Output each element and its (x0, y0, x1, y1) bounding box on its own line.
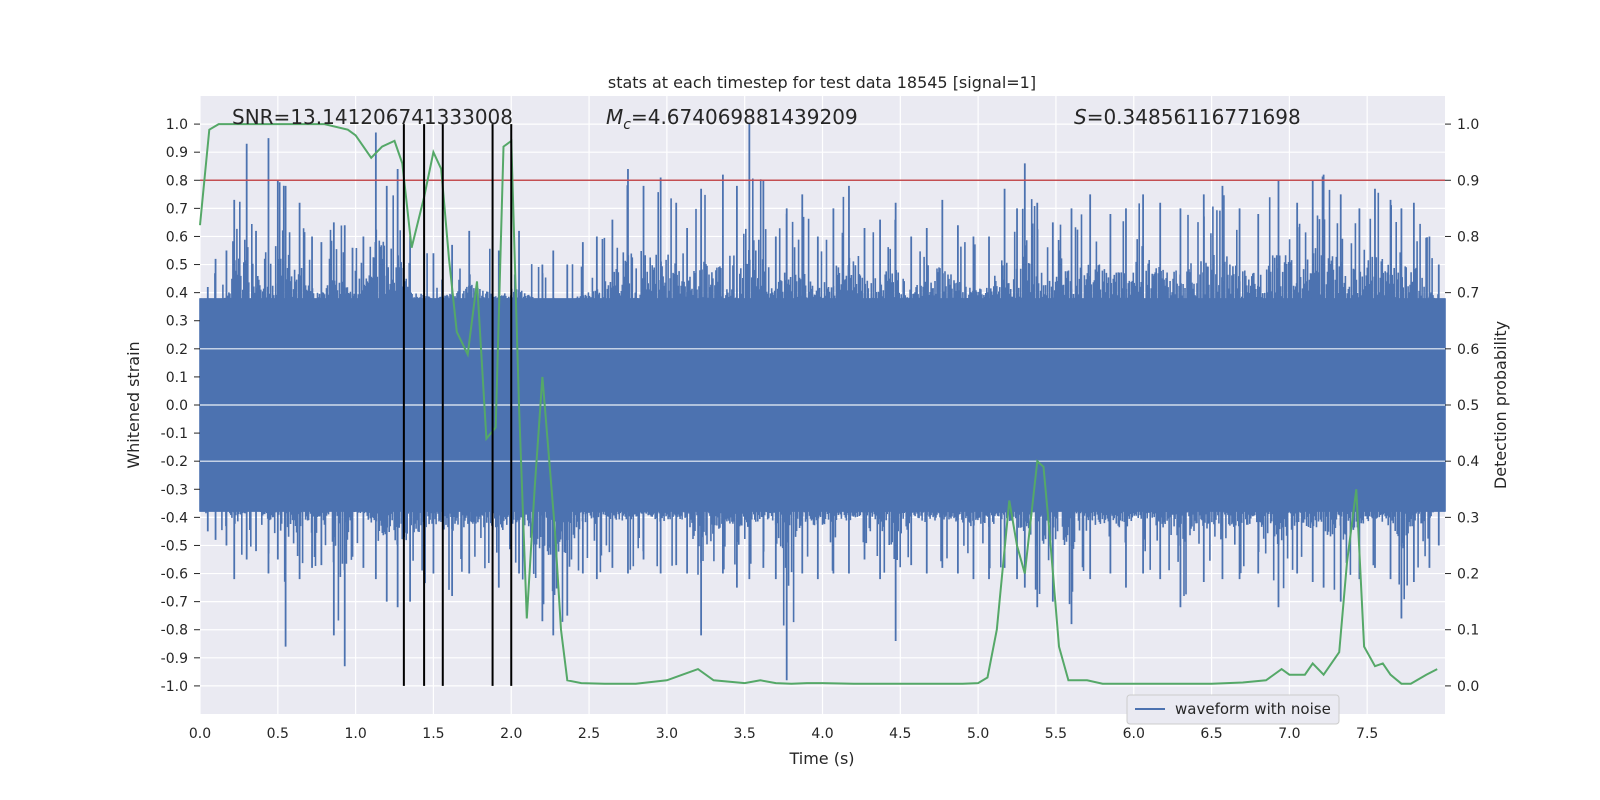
y2-tick-label: 0.6 (1457, 342, 1479, 358)
y-tick-label: -0.9 (161, 651, 188, 667)
y2-tick-label: 0.2 (1457, 567, 1479, 583)
y-axis-label: Whitened strain (124, 341, 143, 468)
y2-tick-label: 0.5 (1457, 398, 1479, 414)
x-tick-label: 5.0 (967, 726, 989, 742)
snr-prefix: SNR= (232, 105, 290, 129)
y-tick-label: -0.7 (161, 595, 188, 611)
x-tick-label: 6.0 (1123, 726, 1145, 742)
y-tick-label: 0.1 (166, 370, 188, 386)
y-tick-label: 0.2 (166, 342, 188, 358)
y2-axis-label: Detection probability (1491, 321, 1510, 489)
x-tick-label: 0.0 (189, 726, 211, 742)
y2-tick-label: 0.3 (1457, 510, 1479, 526)
snr-value: 13.141206741333008 (290, 105, 513, 129)
legend: waveform with noise (1126, 694, 1340, 725)
probability-line (199, 123, 1438, 685)
x-tick-label: 6.5 (1200, 726, 1222, 742)
vertical-markers (402, 124, 513, 686)
y2-tick-label: 0.0 (1457, 679, 1479, 695)
y-tick-label: 1.0 (166, 117, 188, 133)
y2-tick-label: 0.1 (1457, 623, 1479, 639)
mc-value: =4.674069881439209 (631, 105, 858, 129)
x-tick-label: 2.5 (578, 726, 600, 742)
s-value: =0.34856116771698 (1087, 105, 1301, 129)
x-tick-label: 3.5 (734, 726, 756, 742)
mc-subscript: c (623, 117, 631, 133)
x-tick-label: 0.5 (267, 726, 289, 742)
s-symbol: S (1074, 105, 1087, 129)
y2-tick-label: 1.0 (1457, 117, 1479, 133)
x-tick-label: 5.5 (1045, 726, 1067, 742)
y-axis-ticks: 1.0 0.9 0.8 0.7 0.6 0.5 0.4 0.3 0.2 0.1 0.0 -0.1 -0.… (161, 117, 200, 695)
y-tick-label: 0.3 (166, 314, 188, 330)
y2-axis-ticks: 1.0 0.9 0.8 0.7 0.6 0.5 0.4 0.3 0.2 0.1 0.0 (1445, 117, 1479, 695)
x-tick-label: 7.5 (1356, 726, 1378, 742)
y2-tick-label: 0.7 (1457, 286, 1479, 302)
y-tick-label: -0.5 (161, 538, 188, 554)
x-tick-label: 4.5 (889, 726, 911, 742)
y-tick-label: 0.9 (166, 145, 188, 161)
y-tick-label: 0.4 (166, 286, 188, 302)
chirp-mass-annotation: Mc=4.674069881439209 (606, 105, 858, 133)
legend-label: waveform with noise (1175, 700, 1331, 718)
y2-tick-label: 0.8 (1457, 229, 1479, 245)
x-tick-label: 1.5 (422, 726, 444, 742)
y-tick-label: 0.7 (166, 201, 188, 217)
y-tick-label: 0.0 (166, 398, 188, 414)
chart-title: stats at each timestep for test data 185… (608, 73, 1036, 92)
y-tick-label: -0.3 (161, 482, 188, 498)
y-tick-label: -0.2 (161, 454, 188, 470)
y-tick-label: 0.8 (166, 173, 188, 189)
y-tick-label: 0.5 (166, 258, 188, 274)
mc-symbol: M (606, 105, 623, 129)
x-axis-label: Time (s) (788, 749, 854, 768)
probability-series (199, 123, 1445, 685)
x-tick-label: 7.0 (1278, 726, 1300, 742)
waveform-series (199, 124, 1446, 681)
y-tick-label: -0.6 (161, 567, 188, 583)
y-tick-label: 0.6 (166, 229, 188, 245)
spin-annotation: S=0.34856116771698 (1074, 105, 1301, 129)
x-tick-label: 3.0 (656, 726, 678, 742)
x-tick-label: 4.0 (811, 726, 833, 742)
x-tick-label: 1.0 (344, 726, 366, 742)
x-tick-label: 2.0 (500, 726, 522, 742)
x-axis-ticks: 0.0 0.5 1.0 1.5 2.0 2.5 3.0 3.5 4.0 4.5 5.0 5.5 6.0 6… (189, 726, 1378, 742)
y-tick-label: -0.1 (161, 426, 188, 442)
y-tick-label: -0.4 (161, 510, 188, 526)
y-tick-label: -0.8 (161, 623, 188, 639)
y-tick-label: -1.0 (161, 679, 188, 695)
legend-box (1126, 694, 1340, 725)
snr-annotation: SNR=13.141206741333008 (232, 105, 513, 129)
y2-tick-label: 0.9 (1457, 173, 1479, 189)
y2-tick-label: 0.4 (1457, 454, 1479, 470)
